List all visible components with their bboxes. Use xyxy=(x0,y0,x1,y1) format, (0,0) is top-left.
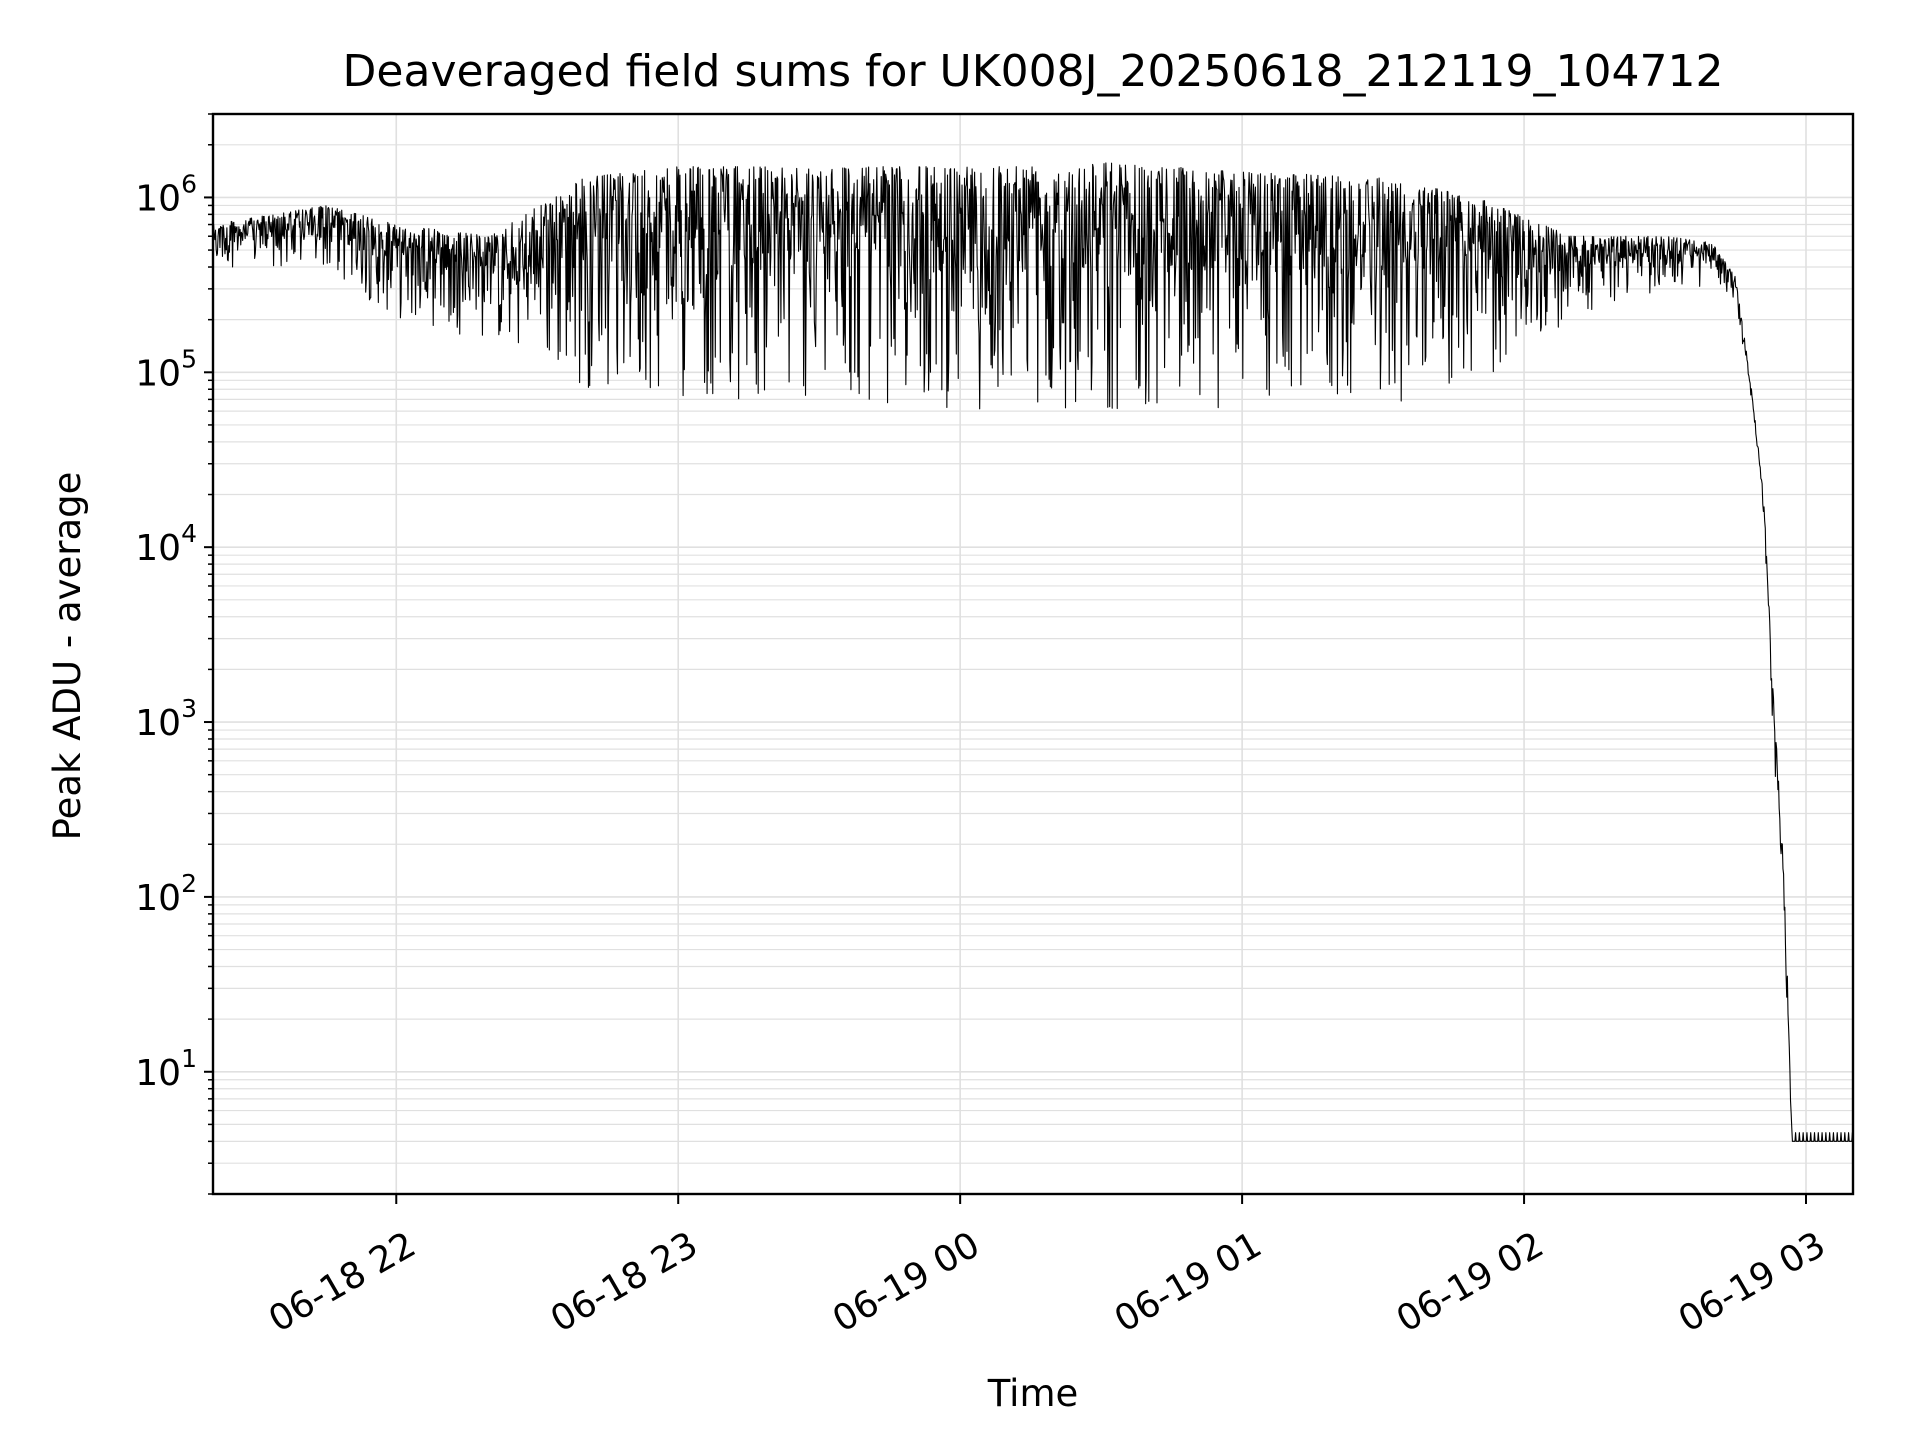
y-tick-label: 105 xyxy=(135,344,197,394)
y-axis-label: Peak ADU - average xyxy=(46,472,89,841)
data-series xyxy=(212,162,1854,1142)
series-line xyxy=(212,162,1854,1142)
x-axis-label: Time xyxy=(987,1372,1079,1415)
plot-frame xyxy=(211,112,1855,1196)
y-tick-label: 101 xyxy=(135,1044,197,1094)
y-tick-label: 106 xyxy=(135,169,197,219)
y-tick-label: 103 xyxy=(135,694,197,744)
chart-title: Deaveraged field sums for UK008J_2025061… xyxy=(343,46,1724,97)
grid-lines xyxy=(213,113,1853,1195)
y-tick-label: 104 xyxy=(135,519,197,569)
y-tick-label: 102 xyxy=(135,869,197,919)
